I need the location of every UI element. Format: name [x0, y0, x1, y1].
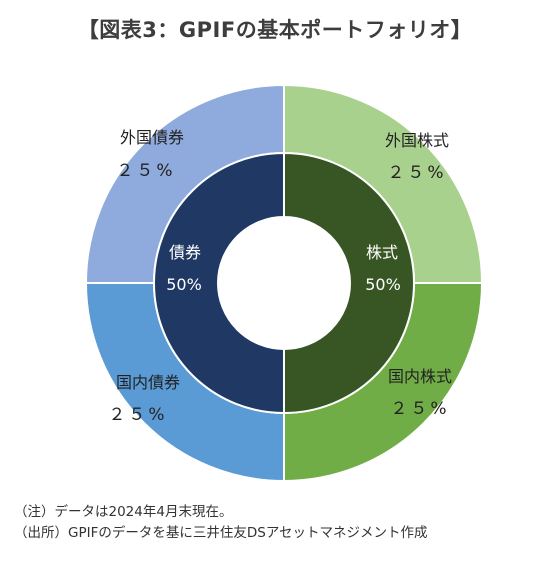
outer-label-name-0: 外国株式	[385, 131, 449, 150]
outer-label-value-1: ２５%	[390, 399, 449, 419]
outer-label-value-0: ２５%	[387, 163, 446, 183]
inner-slice-1	[153, 151, 285, 415]
outer-label-value-3: ２５%	[116, 161, 175, 181]
chart-labels: 外国株式 ２５% 国内株式 ２５% 国内債券 ２５% 外国債券 ２５% 債券 50% 株式 50%	[108, 128, 452, 425]
note-data-date: （注）データは2024年4月末現在。	[14, 504, 233, 520]
inner-slice-0	[283, 151, 415, 415]
outer-label-name-3: 外国債券	[120, 128, 184, 147]
notes: （注）データは2024年4月末現在。 （出所）GPIFのデータを基に三井住友DS…	[14, 502, 544, 544]
note-source: （出所）GPIFのデータを基に三井住友DSアセットマネジメント作成	[14, 525, 428, 541]
inner-label-name-0: 債券	[169, 243, 201, 262]
donut-chart: 外国株式 ２５% 国内株式 ２５% 国内債券 ２５% 外国債券 ２５% 債券 50% 株式 50%	[84, 83, 484, 483]
inner-label-value-0: 50%	[166, 275, 202, 294]
outer-label-value-2: ２５%	[108, 405, 167, 425]
outer-ring	[84, 83, 484, 483]
inner-label-name-1: 株式	[366, 243, 398, 262]
chart-title: 【図表3：GPIFの基本ポートフォリオ】	[77, 18, 473, 42]
outer-label-name-2: 国内債券	[116, 373, 180, 392]
outer-label-name-1: 国内株式	[388, 367, 452, 386]
inner-ring	[153, 151, 415, 415]
inner-label-value-1: 50%	[365, 275, 401, 294]
